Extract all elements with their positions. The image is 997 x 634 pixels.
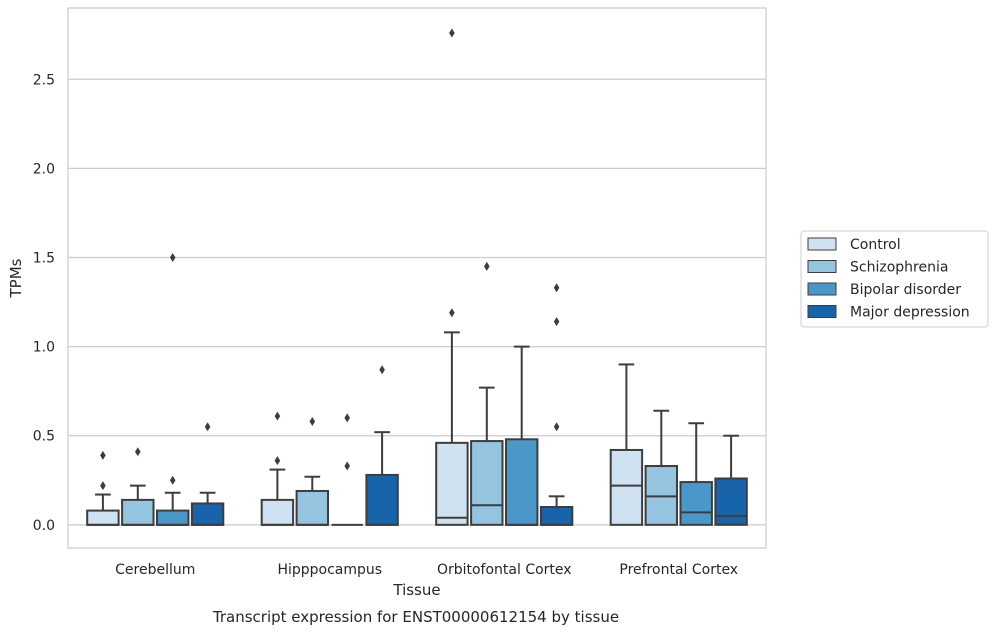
legend: Control Schizophrenia Bipolar disorder Majo…: [800, 230, 989, 328]
x-tick-label: Hipppocampus: [277, 562, 382, 578]
y-tick-label: 2.5: [33, 72, 55, 88]
y-tick-label: 2.0: [33, 161, 55, 177]
y-tick-label: 1.0: [33, 340, 55, 356]
box-group: [365, 365, 399, 526]
outlier-point: [135, 447, 141, 457]
legend-swatch: [807, 282, 837, 296]
box: [121, 498, 155, 526]
box: [504, 438, 539, 526]
plot-area: [67, 7, 767, 549]
y-axis-label: TPMs: [7, 258, 25, 298]
outlier-point: [553, 283, 560, 293]
outlier-point: [274, 411, 281, 421]
boxes: [86, 28, 748, 526]
box-group: [155, 253, 190, 526]
box: [155, 509, 190, 526]
x-tick-label: Orbitofontal Cortex: [437, 562, 572, 578]
outlier-point: [274, 456, 281, 466]
box: [86, 509, 120, 526]
outlier-point: [379, 365, 385, 375]
box: [470, 440, 504, 526]
y-tick-label: 0.0: [33, 518, 55, 534]
outlier-point: [169, 253, 176, 263]
outlier-point: [484, 261, 490, 271]
legend-swatch: [807, 260, 837, 273]
box-group: [644, 409, 679, 526]
chart-caption: Transcript expression for ENST0000061215…: [212, 608, 619, 626]
legend-swatch: [807, 237, 837, 251]
y-tick-label: 0.5: [33, 429, 55, 445]
outlier-point: [344, 461, 350, 471]
box: [435, 441, 469, 526]
box-group: [714, 434, 748, 526]
box-group: [470, 261, 504, 526]
box-group: [190, 422, 225, 526]
box-group: [121, 447, 155, 526]
outlier-point: [169, 475, 176, 485]
box-group: [504, 345, 539, 526]
box-group: [86, 450, 120, 526]
legend-label: Control: [850, 237, 901, 253]
box-group: [331, 413, 363, 526]
box-group: [539, 283, 574, 526]
outlier-point: [553, 317, 560, 327]
y-tick-label: 1.5: [33, 251, 55, 267]
box: [679, 481, 713, 526]
box: [260, 498, 295, 526]
outlier-point: [449, 308, 455, 318]
box-group: [295, 416, 330, 526]
x-axis-label: Tissue: [392, 581, 440, 599]
outlier-point: [100, 450, 106, 460]
outlier-point: [344, 413, 350, 423]
legend-label: Bipolar disorder: [850, 282, 961, 298]
x-tick-label: Prefrontal Cortex: [619, 562, 738, 578]
outlier-point: [309, 416, 316, 426]
outlier-point: [553, 422, 560, 432]
x-axis-ticks: Cerebellum Hipppocampus Orbitofontal Corte…: [115, 562, 738, 578]
box: [295, 489, 330, 526]
box: [365, 473, 399, 526]
box-group: [679, 422, 713, 526]
x-tick-label: Cerebellum: [115, 562, 195, 578]
outlier-point: [449, 28, 455, 38]
legend-frame: [800, 230, 989, 328]
legend-label: Major depression: [850, 305, 970, 321]
box: [609, 448, 644, 526]
box: [190, 502, 225, 526]
outlier-point: [204, 422, 211, 432]
box: [714, 477, 748, 526]
box-group: [260, 411, 295, 526]
box: [539, 506, 574, 526]
legend-swatch: [807, 305, 837, 318]
box-group: [609, 363, 644, 526]
y-axis-ticks: 0.0 0.5 1.0 1.5 2.0 2.5: [33, 72, 55, 534]
legend-label: Schizophrenia: [850, 260, 948, 276]
box-group: [435, 28, 469, 526]
outlier-point: [100, 481, 106, 491]
